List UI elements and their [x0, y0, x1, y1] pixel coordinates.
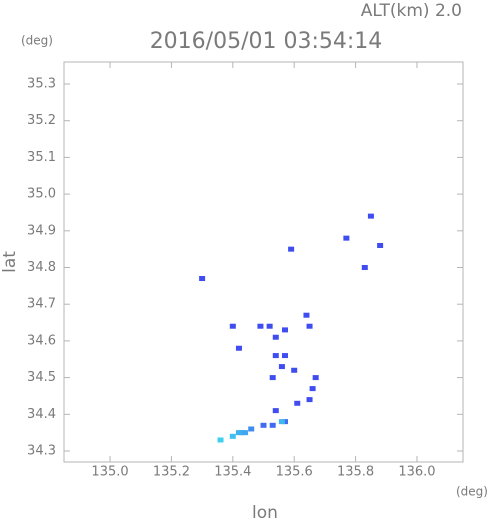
x-tick-label: 135.4 [214, 465, 251, 480]
echo [272, 408, 279, 414]
echo [343, 235, 350, 241]
echo [281, 353, 288, 359]
echo [239, 430, 246, 436]
echo [278, 364, 285, 370]
y-tick-label: 35.3 [27, 77, 56, 92]
x-unit: (deg) [456, 485, 488, 499]
echo [291, 367, 298, 373]
y-tick-label: 35.2 [27, 113, 56, 128]
echo [266, 323, 273, 329]
x-tick-label: 136.0 [398, 465, 435, 480]
echo [306, 323, 313, 329]
echo [199, 276, 206, 282]
x-tick-label: 135.0 [91, 465, 128, 480]
echo [309, 386, 316, 392]
echo [312, 375, 319, 381]
echo [367, 213, 374, 219]
plot-frame [63, 61, 464, 463]
echo [303, 312, 310, 318]
echo [269, 422, 276, 428]
x-tick-label: 135.8 [337, 465, 374, 480]
x-axis-label: lon [252, 503, 278, 521]
echo [377, 242, 384, 248]
y-tick-label: 34.4 [27, 407, 56, 422]
echo [306, 397, 313, 403]
echo [272, 334, 279, 340]
echo [272, 353, 279, 359]
y-axis-label: lat [0, 251, 20, 273]
echo [288, 246, 295, 252]
echo [269, 375, 276, 381]
echo [257, 323, 264, 329]
echo [235, 430, 242, 436]
echo [229, 323, 236, 329]
altitude-label: ALT(km) 2.0 [361, 1, 462, 21]
y-tick-label: 34.7 [27, 297, 56, 312]
echo [248, 426, 255, 432]
echo [281, 419, 288, 425]
y-tick-label: 35.1 [27, 150, 56, 165]
y-tick-label: 34.5 [27, 370, 56, 385]
echo [281, 327, 288, 333]
y-tick-label: 34.9 [27, 223, 56, 238]
echo [242, 430, 249, 436]
echo [229, 433, 236, 439]
echo [361, 265, 368, 271]
echo [217, 437, 224, 443]
y-tick-label: 35.0 [27, 187, 56, 202]
y-unit: (deg) [21, 34, 53, 48]
echo [260, 422, 267, 428]
echo [235, 345, 242, 351]
y-tick-label: 34.3 [27, 443, 56, 458]
y-tick-label: 34.6 [27, 333, 56, 348]
chart-title: 2016/05/01 03:54:14 [150, 29, 383, 54]
x-tick-label: 135.2 [153, 465, 190, 480]
y-tick-label: 34.8 [27, 260, 56, 275]
x-tick-label: 135.6 [276, 465, 313, 480]
echo [278, 419, 285, 425]
echo [294, 400, 301, 406]
